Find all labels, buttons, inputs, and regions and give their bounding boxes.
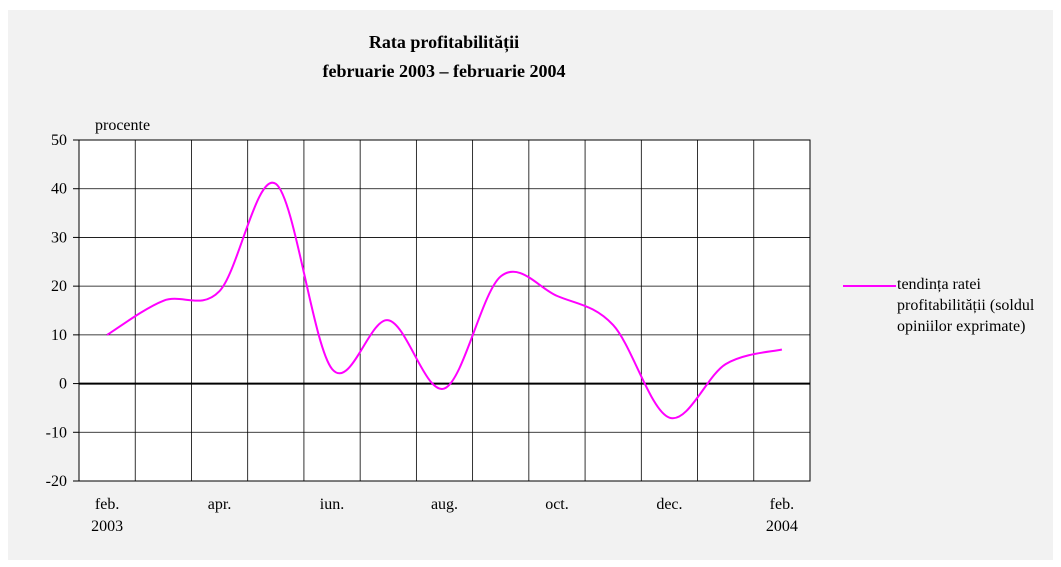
y-tick-label: 20 <box>51 278 67 295</box>
x-tick-label: aug. <box>431 496 458 513</box>
y-tick-label: 30 <box>51 229 67 246</box>
x-tick-label: oct. <box>545 496 569 513</box>
x-tick-label: dec. <box>656 496 682 513</box>
y-tick-label: 0 <box>59 376 67 393</box>
y-tick-label: 10 <box>51 327 67 344</box>
y-tick-label: -10 <box>46 424 67 441</box>
y-tick-label: -20 <box>46 473 67 490</box>
x-tick-label: iun. <box>320 496 344 513</box>
series-line <box>106 181 783 420</box>
x-tick-label: feb. 2004 <box>766 496 798 535</box>
legend-label: tendința ratei profitabilității (soldul … <box>897 276 1035 335</box>
x-tick-label: feb. 2003 <box>91 496 123 535</box>
plot-area <box>78 139 811 482</box>
y-axis-label: procente <box>95 117 150 134</box>
y-tick-label: 50 <box>51 132 67 149</box>
y-tick-label: 40 <box>51 181 67 198</box>
chart-subtitle: februarie 2003 – februarie 2004 <box>323 61 566 81</box>
x-tick-label: apr. <box>208 496 232 513</box>
chart-title: Rata profitabilității <box>369 32 519 53</box>
